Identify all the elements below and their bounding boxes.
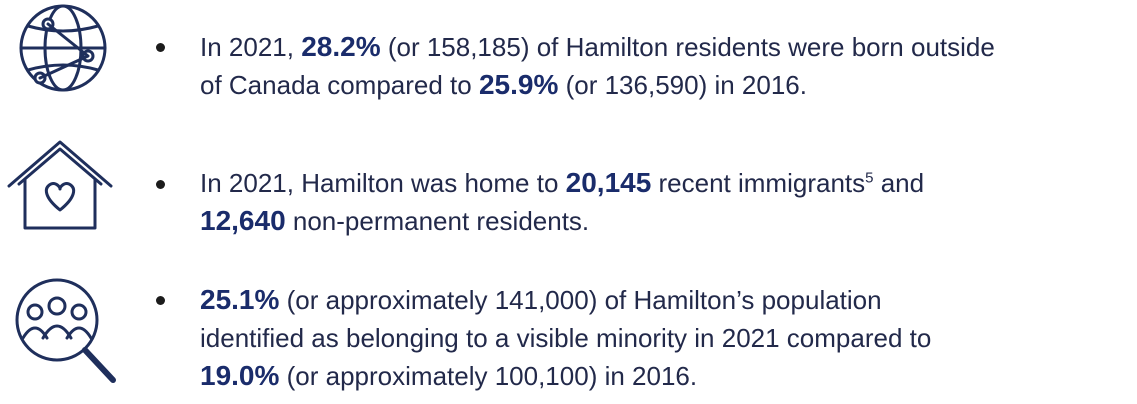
text-line: 12,640 non-permanent residents. [200,202,924,240]
text-segment: In 2021, [200,32,302,62]
text-line: 19.0% (or approximately 100,100) in 2016… [200,357,931,395]
text-segment: non-permanent residents. [285,206,590,236]
text-line: of Canada compared to 25.9% (or 136,590)… [200,66,995,104]
house-icon [7,140,113,230]
text-segment: In 2021, Hamilton was home to [200,168,566,198]
highlight-figure: 20,145 [565,167,652,198]
text-segment: and [873,168,925,198]
text-line: In 2021, Hamilton was home to 20,145 rec… [200,164,924,202]
text-segment: 5 [865,169,874,187]
text-segment: recent immigrants [651,168,866,198]
highlight-figure: 25.9% [478,69,559,100]
people-search-icon [15,278,116,383]
bullet [156,180,165,189]
text-line: identified as belonging to a visible min… [200,319,931,357]
bullet [156,296,165,305]
bullet-item: In 2021, Hamilton was home to 20,145 rec… [200,164,924,240]
text-line: 25.1% (or approximately 141,000) of Hami… [200,281,931,319]
highlight-figure: 12,640 [200,205,286,236]
text-segment: identified as belonging to a visible min… [200,323,932,353]
text-segment: (or approximately 100,100) in 2016. [279,361,698,391]
text-segment: of Canada compared to [200,70,479,100]
text-segment: (or 158,185) of Hamilton residents were … [380,32,995,62]
text-segment: (or 136,590) in 2016. [558,70,807,100]
highlight-figure: 25.1% [200,284,280,315]
highlight-figure: 28.2% [301,31,381,62]
globe-icon [19,4,107,92]
bullet [156,43,165,52]
bullet-item: 25.1% (or approximately 141,000) of Hami… [200,281,931,395]
bullet-item: In 2021, 28.2% (or 158,185) of Hamilton … [200,28,995,104]
highlight-figure: 19.0% [200,360,280,391]
text-segment: (or approximately 141,000) of Hamilton’s… [279,285,882,315]
text-line: In 2021, 28.2% (or 158,185) of Hamilton … [200,28,995,66]
